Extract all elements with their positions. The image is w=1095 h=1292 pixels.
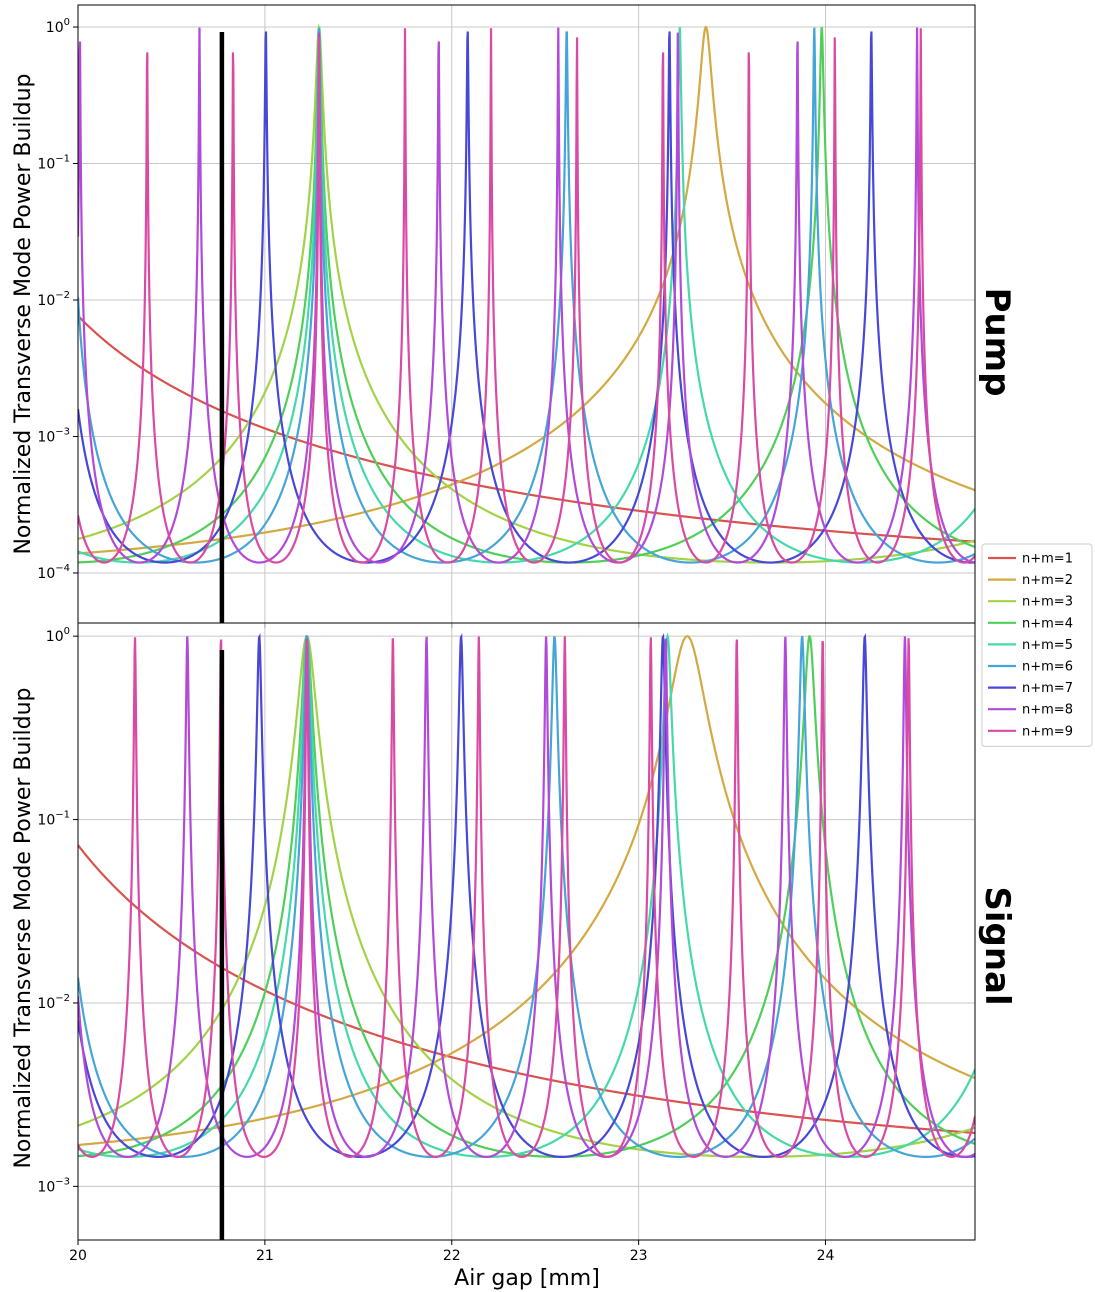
signal-y-axis-label: Normalized Transverse Mode Power Buildup (11, 687, 36, 1168)
legend-label: n+m=3 (1022, 595, 1073, 610)
plot-frame (77, 622, 976, 1241)
y-tick-label: 10−1 (37, 810, 70, 829)
series-line-n+m=4 (78, 27, 975, 564)
y-tick-label: 10−2 (37, 993, 70, 1012)
series-line-n+m=6 (78, 634, 975, 1158)
signal-panel: 10−3 10−2 10−1 100 20 21 22 23 24 (37, 622, 976, 1264)
x-tick-label: 21 (256, 1248, 274, 1264)
legend-label: n+m=8 (1022, 703, 1073, 718)
series-group (78, 23, 975, 564)
series-line-n+m=8 (78, 27, 975, 564)
x-tick-label: 24 (817, 1248, 835, 1264)
x-tick-label: 20 (69, 1248, 87, 1264)
legend-label: n+m=7 (1022, 681, 1073, 696)
pump-panel-title: Pump (977, 288, 1017, 397)
pump-panel: 10−4 10−3 10−2 10−1 100 (37, 4, 976, 628)
x-tick-label: 23 (630, 1248, 648, 1264)
legend: n+m=1 n+m=2 n+m=3 n+m=4 n+m=5 n+m=6 n+m=7 n+m=8… (981, 543, 1093, 747)
series-line-n+m=1 (78, 844, 975, 1135)
series-line-n+m=9 (78, 28, 975, 564)
series-line-n+m=2 (78, 635, 975, 1147)
series-line-n+m=3 (78, 23, 975, 564)
x-axis-label: Air gap [mm] (454, 1266, 600, 1291)
legend-label: n+m=1 (1022, 552, 1073, 567)
series-line-n+m=6 (78, 27, 975, 564)
series-line-n+m=8 (78, 636, 975, 1158)
y-tick-label: 10−3 (37, 1176, 70, 1195)
legend-label: n+m=6 (1022, 660, 1073, 675)
x-tick-label: 22 (443, 1248, 461, 1264)
y-tick-label: 10−1 (37, 154, 70, 173)
legend-label: n+m=2 (1022, 573, 1073, 588)
grid (77, 623, 975, 1240)
series-line-n+m=2 (78, 25, 975, 555)
series-group (78, 632, 975, 1158)
y-tick-label: 10−2 (37, 290, 70, 309)
legend-box (981, 543, 1093, 747)
legend-label: n+m=5 (1022, 638, 1073, 653)
legend-label: n+m=9 (1022, 724, 1073, 739)
signal-panel-title: Signal (977, 886, 1017, 1005)
series-line-n+m=5 (78, 27, 975, 564)
y-tick-label: 100 (46, 17, 70, 36)
series-line-n+m=7 (78, 633, 975, 1158)
series-line-n+m=5 (78, 632, 975, 1158)
series-line-n+m=7 (78, 31, 975, 564)
legend-label: n+m=4 (1022, 616, 1073, 631)
y-tick-label: 100 (46, 626, 70, 645)
series-line-n+m=1 (78, 314, 975, 543)
pump-y-axis-label: Normalized Transverse Mode Power Buildup (11, 73, 36, 554)
y-tick-label: 10−4 (37, 563, 70, 582)
series-line-n+m=9 (78, 636, 975, 1158)
y-tick-label: 10−3 (37, 426, 70, 445)
